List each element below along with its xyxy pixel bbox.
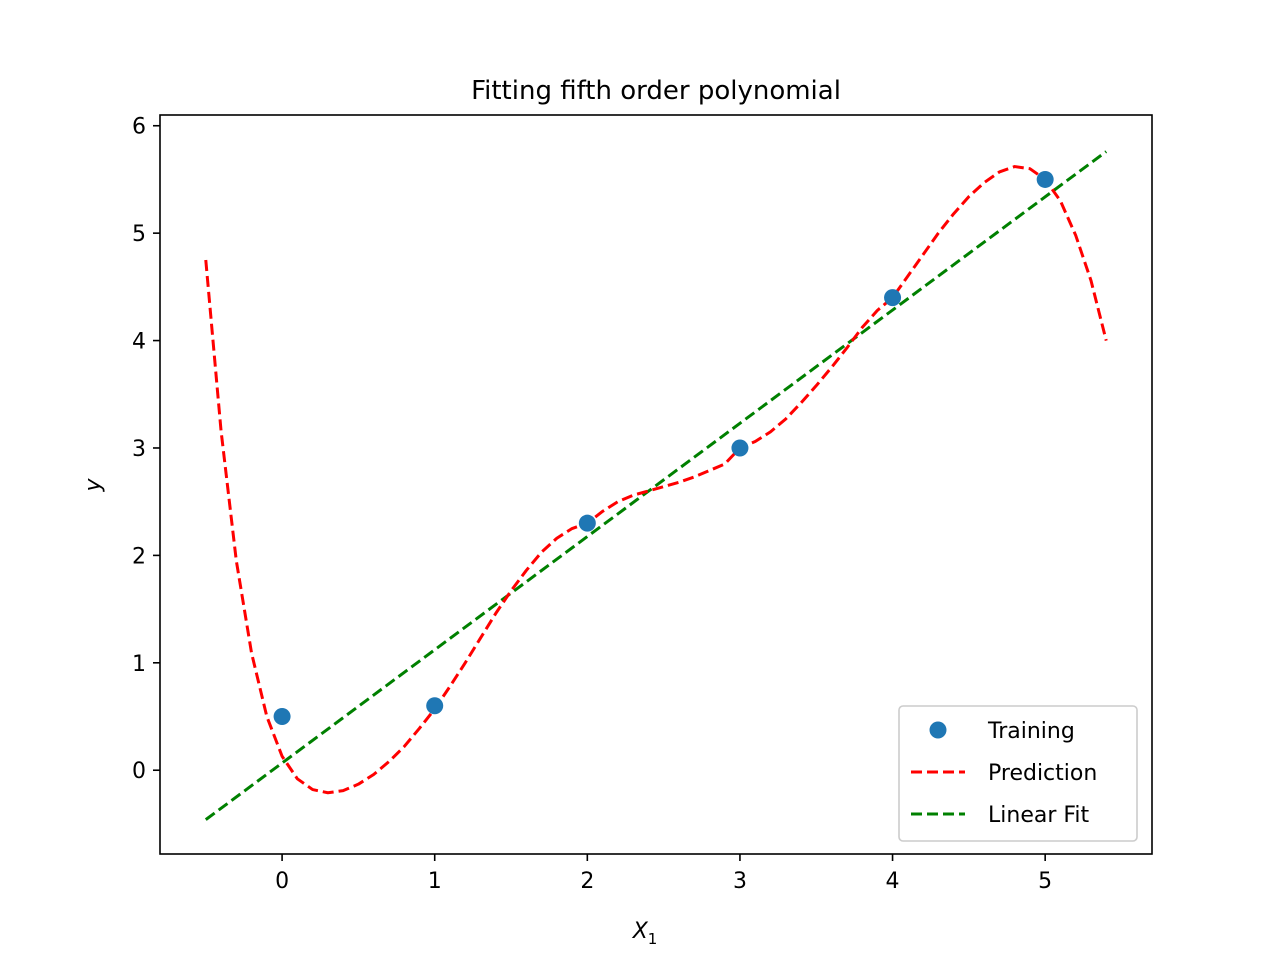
plot-area [204,150,1108,821]
x-axis-label-subscript: 1 [648,930,658,948]
x-tick-label: 3 [733,869,747,894]
x-tick-label: 4 [886,869,900,894]
training-point [426,697,444,715]
prediction-line [204,165,1108,795]
plot-content [204,150,1108,821]
x-tick-label: 1 [428,869,442,894]
x-tick-label: 2 [580,869,594,894]
legend-linear-fit-label: Linear Fit [988,803,1090,828]
legend-prediction-label: Prediction [988,761,1097,786]
y-axis-label: y [81,478,106,493]
training-point [273,708,291,726]
y-tick-label: 4 [132,330,146,355]
y-tick-label: 0 [132,759,146,784]
training-point [578,514,596,532]
chart-title: Fitting fifth order polynomial [471,76,841,106]
y-tick-label: 1 [132,652,146,677]
training-point [1036,170,1054,188]
training-point [731,439,749,457]
linear-fit-line [204,150,1108,821]
y-tick-label: 6 [132,115,146,140]
y-tick-label: 3 [132,437,146,462]
x-axis-label: X1 [632,919,658,948]
axes: 0 1 2 3 4 5 0 1 2 3 4 5 6 [132,114,1153,894]
x-tick-label: 0 [275,869,289,894]
legend-box [898,705,1138,842]
y-tick-label: 5 [132,222,146,247]
legend: Training Prediction Linear Fit [898,705,1138,842]
legend-training-swatch [929,721,947,739]
training-point [884,289,902,307]
legend-training-label: Training [987,719,1075,744]
x-axis-label-main: X [632,919,649,944]
x-tick-label: 5 [1038,869,1052,894]
axes-frame [159,114,1153,855]
y-tick-label: 2 [132,544,146,569]
